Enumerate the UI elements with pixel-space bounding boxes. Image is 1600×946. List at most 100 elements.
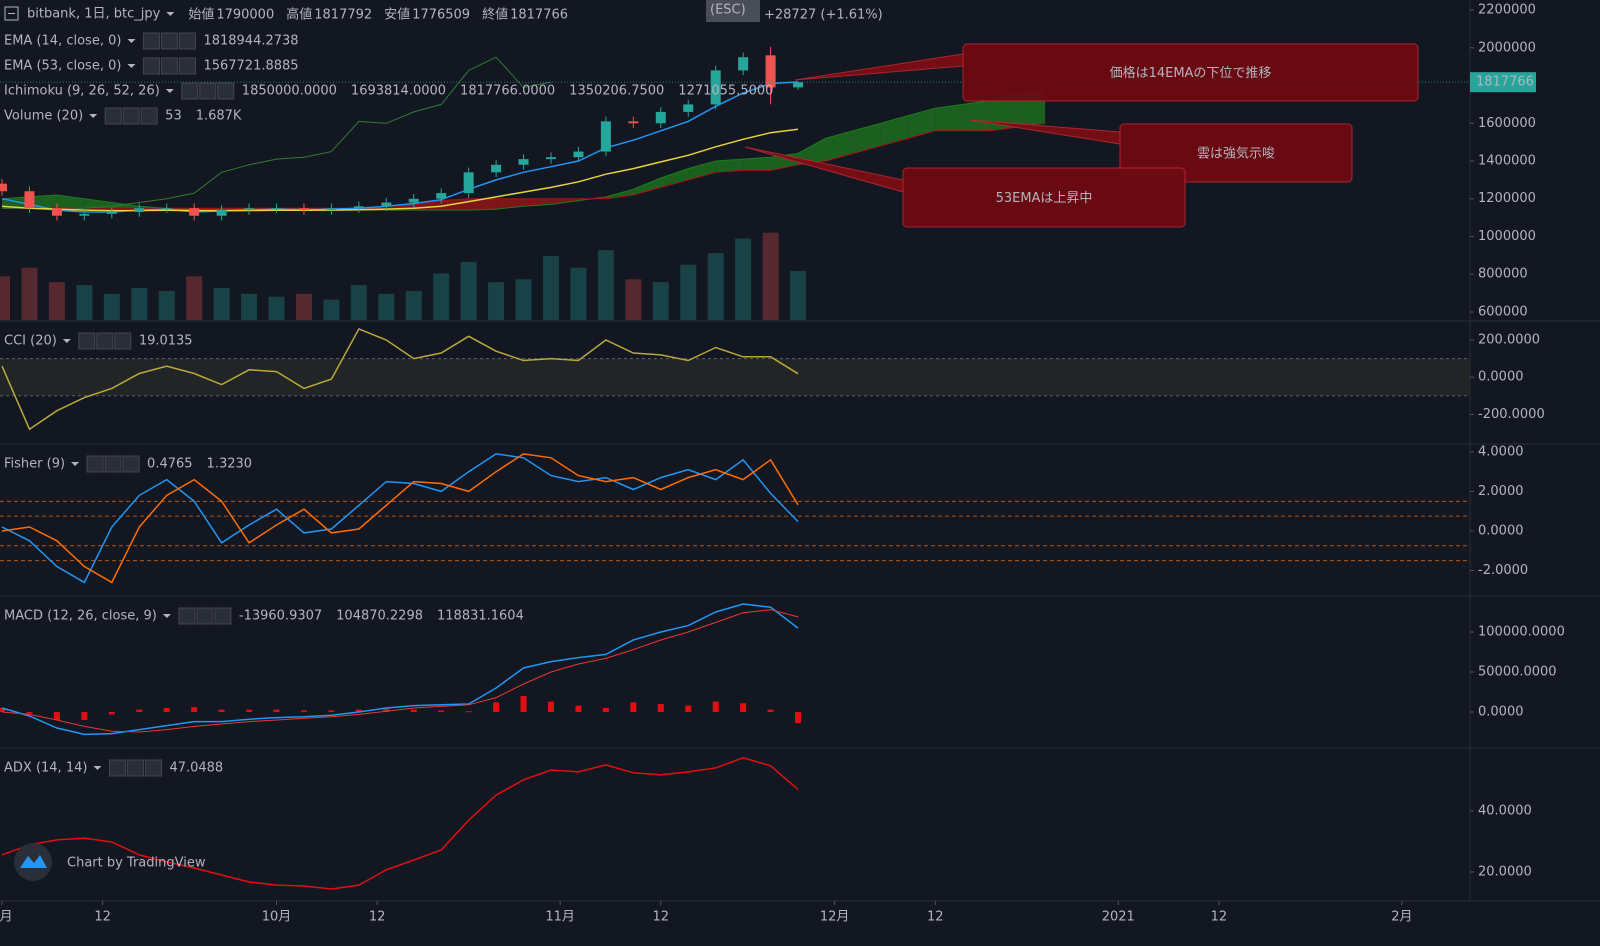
legend-icon bbox=[86, 455, 104, 473]
y-tick-label: 2200000 bbox=[1478, 3, 1536, 18]
cloud-segment bbox=[29, 194, 57, 209]
candle-body bbox=[793, 82, 804, 88]
candle-body bbox=[628, 121, 639, 124]
volume-bar bbox=[460, 261, 477, 320]
cci-band bbox=[0, 358, 1470, 396]
volume-bar bbox=[433, 273, 450, 320]
candle-body bbox=[106, 211, 117, 214]
volume-bar bbox=[597, 250, 614, 320]
ohlc-label: 終値 bbox=[482, 7, 508, 23]
x-tick-label: 12 bbox=[94, 910, 111, 925]
legend-title: CCI (20) bbox=[4, 334, 57, 349]
legend-value: 19.0135 bbox=[139, 334, 193, 349]
histogram-bar bbox=[575, 705, 582, 712]
legend-caret bbox=[165, 89, 174, 93]
y-tick-label: 200.0000 bbox=[1478, 333, 1540, 348]
legend-value: -13960.9307 bbox=[239, 609, 322, 624]
volume-bar bbox=[707, 253, 724, 320]
legend-icon bbox=[78, 332, 96, 350]
legend-caret bbox=[89, 114, 98, 118]
candle-body bbox=[51, 208, 62, 216]
legend-icon bbox=[181, 82, 199, 100]
legend-caret bbox=[127, 64, 136, 68]
x-tick-label: 12 bbox=[927, 910, 944, 925]
histogram-bar bbox=[602, 708, 609, 712]
x-tick-label: 12 bbox=[1211, 910, 1228, 925]
volume-bar bbox=[131, 288, 148, 320]
legend-icon bbox=[160, 32, 178, 50]
plot-area bbox=[0, 46, 1470, 890]
candle-body bbox=[518, 159, 529, 165]
histogram-bar bbox=[218, 709, 225, 712]
macd-line bbox=[1, 603, 799, 736]
candle-body bbox=[463, 172, 474, 194]
legend-value: 53 bbox=[165, 109, 182, 124]
histogram-bar bbox=[630, 702, 637, 712]
cloud-segment bbox=[962, 100, 991, 131]
candle-body bbox=[710, 70, 721, 105]
histogram-bar bbox=[355, 709, 362, 712]
cloud-segment bbox=[468, 198, 497, 211]
legend-icon bbox=[104, 455, 122, 473]
cloud-segment bbox=[56, 194, 85, 209]
candle-body bbox=[353, 206, 364, 209]
cloud-segment bbox=[715, 159, 744, 173]
annotation-box bbox=[962, 43, 1419, 102]
legend-caret bbox=[162, 614, 171, 618]
legend-icon bbox=[122, 455, 140, 473]
volume-bar bbox=[488, 282, 505, 320]
y-tick-label: 20.0000 bbox=[1478, 864, 1532, 879]
cloud-segment bbox=[798, 138, 826, 165]
volume-bar bbox=[268, 296, 285, 320]
legend-icon bbox=[144, 759, 162, 777]
volume-bar bbox=[405, 290, 422, 320]
histogram-bar bbox=[767, 709, 774, 712]
indicator-line bbox=[1, 327, 799, 431]
candle-body bbox=[0, 183, 8, 192]
histogram-bar bbox=[191, 707, 198, 712]
volume-bar bbox=[625, 279, 642, 320]
legend-value: 1693814.0000 bbox=[351, 84, 446, 99]
volume-bar bbox=[213, 288, 230, 320]
y-tick-label: 4.0000 bbox=[1478, 444, 1524, 459]
y-tick-label: 0.0000 bbox=[1478, 370, 1524, 385]
legend-icon bbox=[108, 759, 126, 777]
cloud-segment bbox=[907, 108, 936, 139]
volume-bar bbox=[790, 270, 807, 320]
legend-value: 1.3230 bbox=[207, 457, 253, 472]
volume-bar bbox=[378, 293, 395, 320]
volume-bar bbox=[76, 285, 93, 320]
volume-bar bbox=[241, 293, 258, 320]
cloud-segment bbox=[935, 104, 963, 131]
cloud-segment bbox=[84, 198, 112, 209]
y-tick-label: 1200000 bbox=[1478, 191, 1536, 206]
indicator-line bbox=[1, 453, 799, 584]
ohlc-value: 1817792 bbox=[314, 8, 372, 23]
legend-value: 118831.1604 bbox=[437, 609, 524, 624]
histogram-bar bbox=[547, 701, 554, 712]
legend-icon bbox=[178, 57, 196, 75]
volume-bar bbox=[570, 267, 587, 320]
volume-bar bbox=[186, 276, 203, 320]
annotation-text: 価格は14EMAの下位で推移 bbox=[1110, 65, 1272, 81]
cloud-segment bbox=[743, 157, 771, 171]
histogram-bar bbox=[108, 712, 115, 715]
indicator-line bbox=[1, 453, 799, 584]
y-tick-label: -200.0000 bbox=[1478, 407, 1545, 422]
cloud-segment bbox=[880, 115, 908, 146]
candle-body bbox=[24, 191, 35, 209]
ohlc-label: 安値 bbox=[384, 7, 410, 23]
legend-value: 1271055.5000 bbox=[678, 84, 773, 99]
histogram-bar bbox=[410, 709, 417, 712]
legend-icon bbox=[196, 607, 214, 625]
histogram-bar bbox=[136, 709, 143, 712]
cloud-segment bbox=[688, 161, 716, 180]
legend-value: 1850000.0000 bbox=[242, 84, 337, 99]
histogram-bar bbox=[465, 711, 472, 713]
legend-icon bbox=[178, 32, 196, 50]
x-tick-label: 11月 bbox=[545, 910, 575, 925]
candle-body bbox=[408, 198, 419, 203]
y-tick-label: 1000000 bbox=[1478, 229, 1536, 244]
legend-icon bbox=[142, 32, 160, 50]
legend-icon bbox=[217, 82, 235, 100]
